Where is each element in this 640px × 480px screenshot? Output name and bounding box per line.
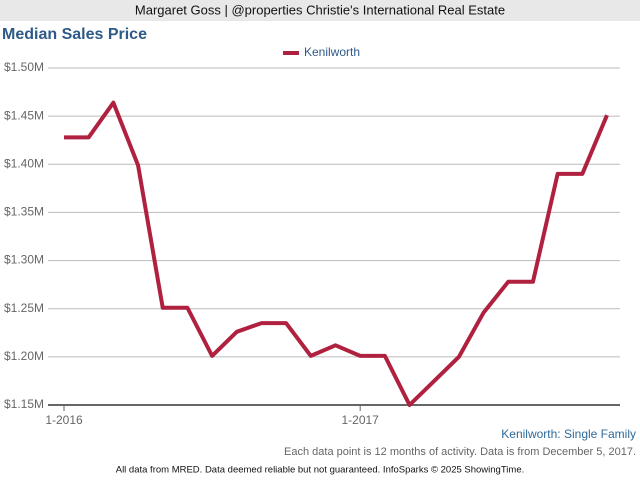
y-tick-label: $1.15M <box>4 397 44 411</box>
note: Each data point is 12 months of activity… <box>284 446 636 458</box>
legend-label: Kenilworth <box>304 45 360 59</box>
x-tick-label: 1-2016 <box>45 413 83 427</box>
y-tick-label: $1.30M <box>4 253 44 267</box>
y-tick-label: $1.25M <box>4 301 44 315</box>
segment-label: Kenilworth: Single Family <box>501 427 636 441</box>
y-tick-label: $1.20M <box>4 349 44 363</box>
y-tick-label: $1.45M <box>4 108 44 122</box>
header: Margaret Goss | @properties Christie's I… <box>135 2 505 17</box>
line-series <box>64 100 609 407</box>
disclaimer: All data from MRED. Data deemed reliable… <box>116 465 525 476</box>
y-tick-label: $1.40M <box>4 156 44 170</box>
y-tick-label: $1.35M <box>4 205 44 219</box>
x-tick-label: 1-2017 <box>341 413 379 427</box>
y-tick-label: $1.50M <box>4 60 44 74</box>
header-bar <box>0 0 640 21</box>
chart-title: Median Sales Price <box>2 26 147 43</box>
